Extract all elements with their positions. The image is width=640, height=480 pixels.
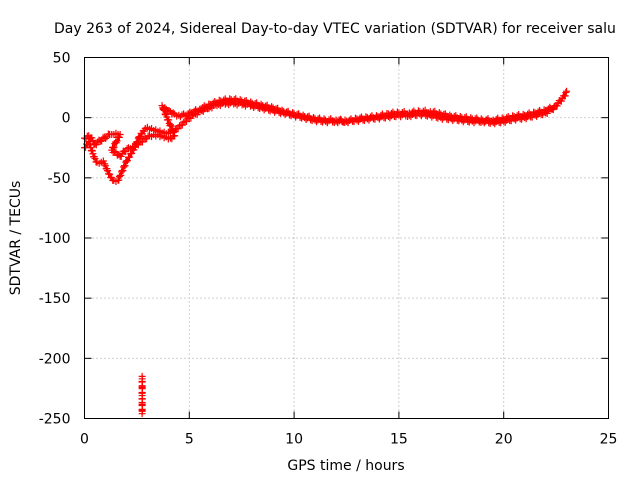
data-point <box>169 109 177 117</box>
data-point <box>461 114 469 122</box>
data-point <box>387 109 395 117</box>
data-point <box>557 97 565 105</box>
y-tick-label: -50 <box>48 171 71 187</box>
data-point <box>500 115 508 123</box>
data-point <box>106 170 114 178</box>
data-point <box>450 112 458 120</box>
data-point <box>217 97 225 105</box>
data-point <box>310 113 318 121</box>
data-point <box>89 137 97 145</box>
axis-ticks <box>84 57 609 419</box>
data-point <box>278 106 286 114</box>
y-tick-label: -150 <box>39 291 71 307</box>
data-point <box>356 114 364 122</box>
data-point <box>118 168 126 176</box>
y-tick-label: -100 <box>39 231 71 247</box>
x-tick-label: 25 <box>600 432 618 448</box>
data-point <box>531 109 539 117</box>
data-point <box>111 147 119 155</box>
data-point <box>161 104 169 112</box>
data-point <box>299 111 307 119</box>
data-point <box>138 410 146 418</box>
data-point <box>220 96 228 104</box>
data-point <box>112 139 120 147</box>
chart-title: Day 263 of 2024, Sidereal Day-to-day VTE… <box>54 21 616 37</box>
data-point <box>561 92 569 100</box>
data-point <box>120 163 128 171</box>
data-point <box>126 153 134 161</box>
data-point <box>335 116 343 124</box>
data-point <box>119 166 127 174</box>
data-point <box>123 157 131 165</box>
data-point <box>550 103 558 111</box>
data-point <box>510 112 518 120</box>
y-tick-label: 0 <box>62 111 71 127</box>
data-point <box>138 138 146 146</box>
y-tick-label: -250 <box>39 412 71 428</box>
data-point <box>104 167 112 175</box>
data-point <box>489 116 497 124</box>
x-tick-label: 0 <box>80 432 89 448</box>
data-point <box>102 134 110 142</box>
x-tick-label: 5 <box>185 432 194 448</box>
data-point <box>128 149 136 157</box>
data-point <box>121 162 129 170</box>
data-point <box>435 109 443 117</box>
data-point <box>521 111 529 119</box>
data-point <box>314 115 322 123</box>
data-point <box>492 115 500 123</box>
data-point <box>471 115 479 123</box>
data-point <box>275 107 283 115</box>
data-point <box>374 112 382 120</box>
data-point <box>186 108 194 116</box>
data-point <box>178 121 186 129</box>
y-tick-labels: 50 0 -50 -100 -150 -200 -250 <box>39 51 71 428</box>
data-point <box>117 171 125 179</box>
data-point <box>98 137 106 145</box>
data-points <box>81 87 571 418</box>
data-point <box>257 100 265 108</box>
data-point <box>353 115 361 123</box>
data-point <box>206 100 214 108</box>
data-point <box>289 109 297 117</box>
x-tick-label: 10 <box>285 432 303 448</box>
data-point <box>562 88 570 96</box>
data-point <box>122 148 130 156</box>
y-tick-label: 50 <box>53 51 71 67</box>
data-point <box>236 96 244 104</box>
data-point <box>366 113 374 121</box>
data-point <box>553 102 561 110</box>
data-point <box>174 125 182 133</box>
data-point <box>115 173 123 181</box>
data-point <box>211 97 219 105</box>
y-axis-label: SDTVAR / TECUs <box>8 181 24 296</box>
data-point <box>117 152 125 160</box>
y-tick-label: -200 <box>39 351 71 367</box>
x-tick-label: 15 <box>390 432 408 448</box>
data-point <box>384 110 392 118</box>
data-point <box>513 112 521 120</box>
data-point <box>563 87 571 95</box>
data-point <box>446 111 454 119</box>
data-point <box>230 96 238 104</box>
data-point <box>111 140 119 148</box>
data-point <box>200 102 208 110</box>
data-point <box>405 109 413 117</box>
data-point <box>343 117 350 125</box>
data-point <box>247 98 255 106</box>
data-point <box>268 103 276 111</box>
data-point <box>363 114 371 122</box>
data-point <box>91 155 99 163</box>
data-point <box>114 133 122 141</box>
data-point <box>408 108 416 116</box>
x-axis-label: GPS time / hours <box>287 458 404 474</box>
x-tick-labels: 0 5 10 15 20 25 <box>80 432 617 448</box>
x-tick-label: 20 <box>495 432 513 448</box>
data-point <box>115 176 123 184</box>
data-point <box>112 138 120 146</box>
data-point <box>181 111 189 119</box>
